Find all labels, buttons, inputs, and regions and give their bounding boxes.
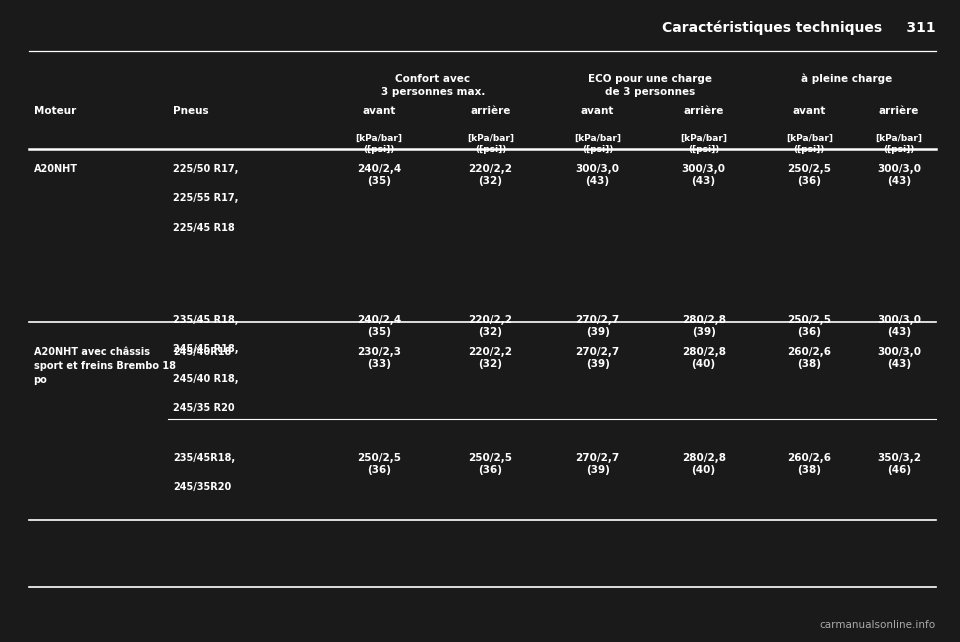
Text: 235/45R18,

245/35R20: 235/45R18, 245/35R20 — [173, 453, 235, 492]
Text: 300/3,0
(43): 300/3,0 (43) — [576, 164, 619, 186]
Text: Caractéristiques techniques     311: Caractéristiques techniques 311 — [662, 21, 936, 35]
Text: avant: avant — [793, 106, 826, 116]
Text: A20NHT avec châssis
sport et freins Brembo 18
po: A20NHT avec châssis sport et freins Brem… — [34, 347, 176, 385]
Text: A20NHT: A20NHT — [34, 164, 78, 174]
Text: 250/2,5
(36): 250/2,5 (36) — [787, 164, 831, 186]
Text: 240/2,4
(35): 240/2,4 (35) — [357, 164, 401, 186]
Text: 280/2,8
(39): 280/2,8 (39) — [682, 315, 726, 337]
Text: 230/2,3
(33): 230/2,3 (33) — [357, 347, 401, 369]
Text: 250/2,5
(36): 250/2,5 (36) — [357, 453, 401, 475]
Text: 300/3,0
(43): 300/3,0 (43) — [877, 347, 921, 369]
Text: avant: avant — [363, 106, 396, 116]
Text: avant: avant — [581, 106, 614, 116]
Text: [kPa/bar]
([psi]): [kPa/bar] ([psi]) — [574, 134, 621, 153]
Text: 300/3,0
(43): 300/3,0 (43) — [682, 164, 726, 186]
Text: 235/45 R18,

245/45 R18,

245/40 R18,

245/35 R20: 235/45 R18, 245/45 R18, 245/40 R18, 245/… — [173, 315, 238, 413]
Text: 300/3,0
(43): 300/3,0 (43) — [877, 315, 921, 337]
Text: 240/2,4
(35): 240/2,4 (35) — [357, 315, 401, 337]
Text: 260/2,6
(38): 260/2,6 (38) — [787, 347, 831, 369]
Text: 280/2,8
(40): 280/2,8 (40) — [682, 453, 726, 475]
Text: arrière: arrière — [470, 106, 511, 116]
Text: Moteur: Moteur — [34, 106, 76, 116]
Text: 220/2,2
(32): 220/2,2 (32) — [468, 347, 513, 369]
Text: arrière: arrière — [878, 106, 920, 116]
Text: 260/2,6
(38): 260/2,6 (38) — [787, 453, 831, 475]
Text: arrière: arrière — [684, 106, 724, 116]
Text: 220/2,2
(32): 220/2,2 (32) — [468, 315, 513, 337]
Text: 350/3,2
(46): 350/3,2 (46) — [877, 453, 921, 475]
Text: 220/2,2
(32): 220/2,2 (32) — [468, 164, 513, 186]
Text: à pleine charge: à pleine charge — [801, 74, 892, 84]
Text: 270/2,7
(39): 270/2,7 (39) — [575, 453, 620, 475]
Text: 300/3,0
(43): 300/3,0 (43) — [877, 164, 921, 186]
Text: [kPa/bar]
([psi]): [kPa/bar] ([psi]) — [356, 134, 402, 153]
Text: [kPa/bar]
([psi]): [kPa/bar] ([psi]) — [876, 134, 923, 153]
Text: 270/2,7
(39): 270/2,7 (39) — [575, 315, 620, 337]
Text: 245/40R18: 245/40R18 — [173, 347, 231, 357]
Text: 280/2,8
(40): 280/2,8 (40) — [682, 347, 726, 369]
Text: [kPa/bar]
([psi]): [kPa/bar] ([psi]) — [786, 134, 832, 153]
Text: [kPa/bar]
([psi]): [kPa/bar] ([psi]) — [681, 134, 727, 153]
Text: Confort avec
3 personnes max.: Confort avec 3 personnes max. — [381, 74, 485, 97]
Text: Pneus: Pneus — [173, 106, 208, 116]
Text: [kPa/bar]
([psi]): [kPa/bar] ([psi]) — [468, 134, 514, 153]
Text: 250/2,5
(36): 250/2,5 (36) — [787, 315, 831, 337]
Text: 225/50 R17,

225/55 R17,

225/45 R18: 225/50 R17, 225/55 R17, 225/45 R18 — [173, 164, 238, 233]
Text: 250/2,5
(36): 250/2,5 (36) — [468, 453, 513, 475]
Text: 270/2,7
(39): 270/2,7 (39) — [575, 347, 620, 369]
Text: ECO pour une charge
de 3 personnes: ECO pour une charge de 3 personnes — [588, 74, 712, 97]
Text: carmanualsonline.info: carmanualsonline.info — [820, 620, 936, 630]
